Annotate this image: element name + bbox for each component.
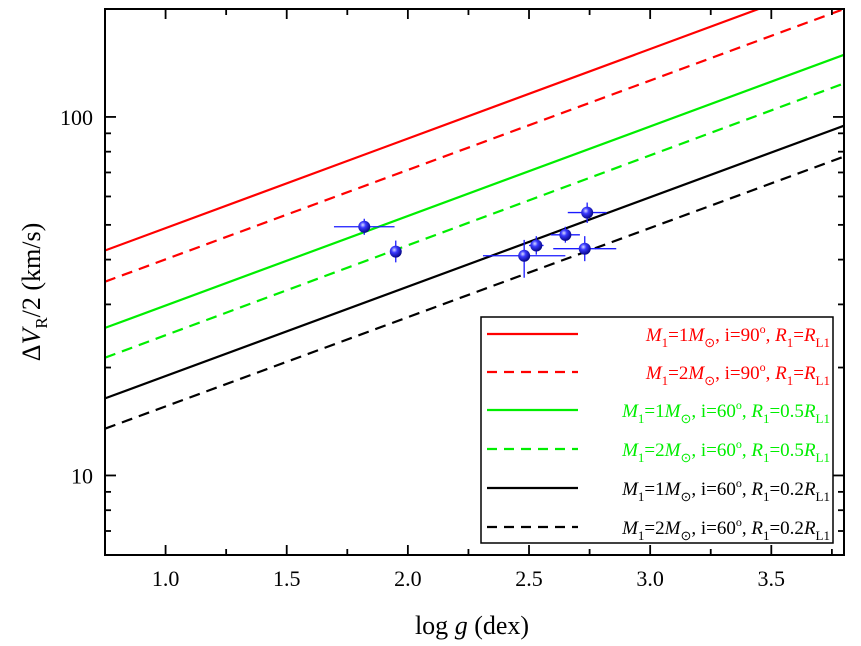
legend-item: M1=2M⊙, i=60o, R1=0.5RL1 [487,437,830,465]
data-point [529,236,544,255]
data-point [482,239,566,278]
y-tick-label: 100 [60,105,93,130]
x-axis-title: log g (dex) [415,611,529,640]
legend-label: M1=1M⊙, i=90o, R1=RL1 [645,322,830,350]
legend: M1=1M⊙, i=90o, R1=RL1 M1=2M⊙, i=90o, R1=R… [480,316,834,544]
point-marker [358,220,371,233]
legend-label: M1=1M⊙, i=60o, R1=0.5RL1 [621,398,830,426]
legend-item: M1=2M⊙, i=60o, R1=0.2RL1 [487,515,830,543]
legend-box [480,316,834,544]
data-point [333,218,395,235]
series-line-1 [105,9,762,252]
data-point [553,236,617,262]
legend-item: M1=1M⊙, i=60o, R1=0.2RL1 [487,476,830,504]
legend-label: M1=2M⊙, i=60o, R1=0.5RL1 [621,437,830,465]
data-point [567,202,607,224]
series-line-6 [105,155,844,430]
data-point [389,240,402,263]
data-point [550,226,580,243]
legend-item: M1=2M⊙, i=90o, R1=RL1 [487,360,830,388]
series-layer [105,9,844,430]
legend-item: M1=1M⊙, i=90o, R1=RL1 [487,322,830,350]
point-marker [559,228,572,241]
point-marker [581,206,594,219]
legend-label: M1=2M⊙, i=90o, R1=RL1 [645,360,830,388]
point-marker [530,239,543,252]
series-line-5 [105,124,844,400]
x-tick-label: 3.5 [758,566,786,591]
legend-item: M1=1M⊙, i=60o, R1=0.5RL1 [487,398,830,426]
legend-label: M1=2M⊙, i=60o, R1=0.2RL1 [621,515,830,543]
series-line-3 [105,53,844,329]
y-axis-title: ΔVR/2 (km/s) [17,223,51,362]
data-points [333,202,617,278]
x-tick-label: 2.5 [515,566,543,591]
axes: 1.0 1.5 2.0 2.5 3.0 3.5 10 100 [60,8,845,591]
point-marker [578,242,591,255]
x-tick-label: 2.0 [394,566,422,591]
x-tick-label: 3.0 [636,566,664,591]
series-line-4 [105,82,844,359]
point-marker [518,249,531,262]
y-tick-label: 10 [71,463,93,488]
legend-label: M1=1M⊙, i=60o, R1=0.2RL1 [621,476,830,504]
plot-frame [104,8,845,556]
point-marker [389,245,402,258]
x-tick-label: 1.5 [273,566,301,591]
series-line-2 [105,9,844,283]
x-tick-label: 1.0 [152,566,180,591]
